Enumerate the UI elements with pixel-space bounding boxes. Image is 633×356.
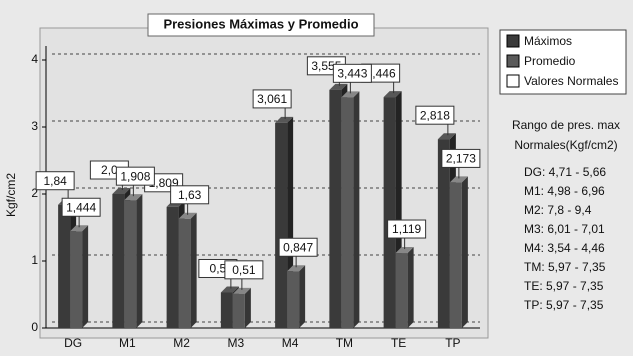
y-axis-label: Kgf/cm2: [4, 173, 18, 217]
y-tick-label: 2: [31, 186, 38, 200]
bar-top: [437, 133, 456, 140]
bar-top: [70, 225, 89, 232]
bar-top: [232, 287, 251, 294]
side-panel-row: TE: 5,97 - 7,35: [524, 279, 604, 293]
value-label-box: [170, 185, 210, 205]
side-panel-row: M2: 7,8 - 9,4: [524, 203, 592, 217]
bar-side: [244, 287, 251, 328]
side-panel-row: TP: 5,97 - 7,35: [524, 298, 604, 312]
bar: [220, 292, 233, 328]
legend-swatch: [506, 34, 520, 48]
value-label: 0,847: [283, 240, 313, 254]
value-label-box: [61, 197, 101, 217]
value-label: 0,51: [232, 263, 256, 277]
x-tick-label: DG: [64, 336, 82, 350]
value-label: 3,061: [257, 92, 287, 106]
value-label: 3,443: [337, 66, 367, 80]
value-label: 1,444: [66, 200, 96, 214]
value-label: 0,5: [210, 262, 227, 276]
value-label-box: [115, 166, 155, 186]
legend-swatch: [506, 74, 520, 88]
chart-title: Presiones Máximas y Promedio: [163, 16, 358, 31]
x-tick-label: M2: [173, 336, 190, 350]
bar-side: [353, 91, 360, 328]
side-panel-row: M1: 4,98 - 6,96: [524, 184, 605, 198]
value-label: 1,63: [178, 188, 202, 202]
bar-top: [449, 176, 468, 183]
bar: [329, 89, 342, 328]
value-label-box: [332, 63, 372, 83]
legend-swatch: [506, 54, 520, 68]
bar: [124, 200, 137, 328]
value-label-box: [252, 89, 292, 109]
x-tick-label: M3: [228, 336, 245, 350]
bar: [395, 253, 408, 328]
bar-top: [275, 116, 294, 123]
bar: [383, 97, 396, 328]
value-label: 1,119: [392, 222, 421, 236]
bar-side: [136, 194, 143, 328]
side-panel-row: M3: 6,01 - 7,01: [524, 222, 605, 236]
value-label: 1,84: [43, 174, 67, 188]
legend-box: [499, 29, 627, 95]
x-tick-label: M1: [119, 336, 136, 350]
legend-label: Promedio: [524, 54, 576, 68]
bar: [112, 194, 125, 328]
x-tick-label: TM: [336, 336, 353, 350]
bar-side: [82, 225, 89, 328]
x-tick-label: M4: [282, 336, 299, 350]
bar-top: [124, 194, 143, 201]
side-panel-title: Rango de pres. max: [512, 118, 620, 132]
value-label: 2,173: [446, 152, 476, 166]
bar-side: [299, 265, 306, 328]
value-label-box: [278, 237, 318, 257]
title-box: [147, 13, 375, 37]
bar-top: [178, 212, 197, 219]
plot-frame: [39, 27, 489, 339]
bar-top: [112, 188, 131, 194]
bar-top: [329, 83, 348, 90]
y-tick-label: 3: [31, 119, 38, 133]
value-label: 2,0: [101, 163, 118, 177]
side-panel-row: M4: 3,54 - 4,46: [524, 241, 605, 255]
bar-top: [341, 91, 360, 98]
side-panel-row: TM: 5,97 - 7,35: [524, 260, 606, 274]
value-label: 3,446: [366, 66, 396, 80]
side-panel-title: Normales(Kgf/cm2): [514, 138, 617, 152]
y-tick-label: 1: [31, 253, 38, 267]
value-label-box: [35, 171, 75, 191]
bar-side: [190, 212, 197, 328]
side-panel-row: DG: 4,71 - 5,66: [524, 165, 606, 179]
y-tick-label: 4: [31, 52, 38, 66]
value-label-box: [415, 105, 455, 125]
legend-label: Máximos: [524, 34, 572, 48]
bar-top: [395, 247, 414, 254]
bar-top: [383, 91, 402, 98]
bar: [275, 122, 288, 329]
bar-side: [461, 176, 468, 328]
value-label-box: [224, 260, 264, 280]
bar: [58, 204, 71, 328]
x-tick-label: TP: [445, 336, 460, 350]
bar: [70, 231, 83, 328]
bar: [341, 97, 354, 328]
bar-top: [220, 286, 239, 293]
value-label-box: [387, 219, 427, 239]
y-tick-label: 0: [31, 320, 38, 334]
bar: [166, 206, 179, 328]
bar: [232, 293, 245, 328]
value-label-box: [441, 148, 481, 168]
value-label: 1,908: [120, 169, 150, 183]
x-tick-label: TE: [391, 336, 406, 350]
bar-side: [407, 247, 414, 328]
bar: [437, 139, 450, 328]
value-label: 2,818: [420, 108, 450, 122]
bar: [287, 271, 300, 328]
bar: [178, 218, 191, 328]
bar-top: [287, 265, 306, 272]
bar: [449, 182, 462, 328]
legend-label: Valores Normales: [524, 74, 618, 88]
